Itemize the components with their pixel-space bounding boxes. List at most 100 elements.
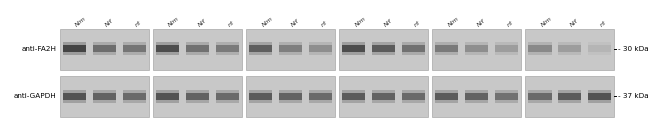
Bar — [495, 52, 518, 55]
Bar — [528, 45, 552, 52]
Bar — [279, 45, 302, 52]
Bar — [186, 42, 209, 45]
Bar — [558, 45, 581, 52]
Bar — [372, 93, 395, 100]
Bar — [156, 52, 179, 55]
Bar — [343, 45, 365, 52]
Bar — [588, 100, 611, 103]
Bar — [402, 100, 425, 103]
Bar — [436, 42, 458, 45]
Bar — [122, 100, 146, 103]
Text: Nim: Nim — [354, 15, 367, 27]
Bar — [63, 90, 86, 93]
Bar — [93, 52, 116, 55]
Bar — [528, 100, 552, 103]
Bar — [372, 52, 395, 55]
Text: - 30 kDa: - 30 kDa — [618, 46, 649, 52]
Bar — [122, 52, 146, 55]
Bar — [432, 76, 521, 117]
Bar — [279, 52, 302, 55]
Text: Nim: Nim — [75, 15, 88, 27]
Bar — [588, 93, 611, 100]
Bar — [528, 52, 552, 55]
Text: Nif: Nif — [198, 18, 207, 27]
Bar — [63, 100, 86, 103]
Bar — [465, 52, 488, 55]
Bar — [372, 100, 395, 103]
Bar — [216, 42, 239, 45]
Bar — [465, 93, 488, 100]
Bar — [63, 42, 86, 45]
Bar — [309, 100, 332, 103]
Bar — [558, 42, 581, 45]
Bar — [465, 45, 488, 52]
Bar — [153, 29, 242, 70]
Bar — [156, 93, 179, 100]
Text: nt: nt — [506, 19, 515, 27]
Bar — [558, 100, 581, 103]
Bar — [93, 42, 116, 45]
Bar — [528, 42, 552, 45]
Bar — [343, 93, 365, 100]
Bar — [249, 93, 272, 100]
Bar — [156, 90, 179, 93]
Bar — [249, 45, 272, 52]
Bar — [402, 93, 425, 100]
Bar — [249, 42, 272, 45]
Bar — [309, 42, 332, 45]
Bar — [588, 45, 611, 52]
Bar — [465, 42, 488, 45]
Bar — [279, 42, 302, 45]
Bar — [63, 93, 86, 100]
Bar — [558, 93, 581, 100]
Bar — [588, 52, 611, 55]
Bar — [372, 90, 395, 93]
Bar — [309, 45, 332, 52]
Bar — [246, 76, 335, 117]
Bar — [279, 100, 302, 103]
Bar — [525, 76, 614, 117]
Text: Nif: Nif — [105, 18, 114, 27]
Bar — [436, 45, 458, 52]
Bar — [216, 100, 239, 103]
Bar — [156, 42, 179, 45]
Bar — [402, 52, 425, 55]
Bar — [495, 90, 518, 93]
Bar — [432, 29, 521, 70]
Bar — [93, 100, 116, 103]
Bar — [63, 52, 86, 55]
Bar — [186, 100, 209, 103]
Text: nt: nt — [134, 19, 142, 27]
Text: Nif: Nif — [291, 18, 300, 27]
Text: - 37 kDa: - 37 kDa — [618, 93, 649, 99]
Text: nt: nt — [320, 19, 328, 27]
Bar — [558, 52, 581, 55]
Bar — [156, 100, 179, 103]
Bar — [93, 90, 116, 93]
Text: Nim: Nim — [447, 15, 460, 27]
Bar — [339, 76, 428, 117]
Text: anti-FA2H: anti-FA2H — [21, 46, 57, 52]
Bar — [122, 90, 146, 93]
Bar — [246, 29, 335, 70]
Bar — [465, 90, 488, 93]
Bar — [372, 45, 395, 52]
Bar — [186, 52, 209, 55]
Bar — [495, 93, 518, 100]
Bar — [60, 76, 149, 117]
Text: nt: nt — [227, 19, 235, 27]
Bar — [436, 93, 458, 100]
Bar — [63, 45, 86, 52]
Bar — [558, 90, 581, 93]
Bar — [343, 100, 365, 103]
Bar — [343, 52, 365, 55]
Bar — [402, 42, 425, 45]
Bar — [343, 90, 365, 93]
Bar — [495, 100, 518, 103]
Bar — [525, 29, 614, 70]
Bar — [309, 93, 332, 100]
Bar — [402, 90, 425, 93]
Bar — [465, 100, 488, 103]
Bar — [153, 76, 242, 117]
Bar — [216, 45, 239, 52]
